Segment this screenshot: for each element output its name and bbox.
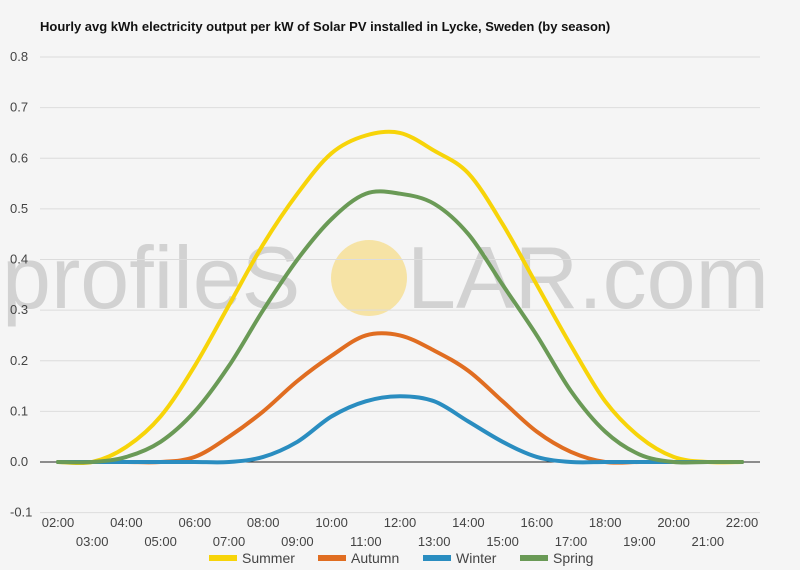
x-tick-label: 08:00 (247, 515, 280, 530)
x-axis-ticks: 02:0003:0004:0005:0006:0007:0008:0009:00… (42, 515, 759, 549)
legend-swatch-winter (423, 555, 451, 561)
y-tick-label: 0.6 (10, 150, 28, 165)
watermark-sun-icon (331, 240, 407, 316)
x-tick-label: 21:00 (692, 534, 725, 549)
x-tick-label: 22:00 (726, 515, 759, 530)
y-tick-label: 0.7 (10, 100, 28, 115)
x-tick-label: 12:00 (384, 515, 417, 530)
legend-label-summer: Summer (242, 550, 295, 566)
series-line-summer (56, 129, 744, 466)
x-tick-label: 02:00 (42, 515, 75, 530)
series-line-winter (56, 394, 744, 465)
legend-swatch-summer (209, 555, 237, 561)
y-axis-ticks: 0.8 0.7 0.6 0.5 0.4 0.3 0.2 0.1 0.0 -0.1 (10, 49, 32, 520)
x-tick-label: 14:00 (452, 515, 485, 530)
chart-title: Hourly avg kWh electricity output per kW… (40, 19, 611, 34)
x-tick-label: 19:00 (623, 534, 656, 549)
legend-swatch-spring (520, 555, 548, 561)
y-tick-label: 0.8 (10, 49, 28, 64)
legend: Summer Autumn Winter Spring (209, 550, 593, 566)
series-lines (56, 129, 744, 466)
x-tick-label: 18:00 (589, 515, 622, 530)
watermark: profileS LAR.com (2, 228, 769, 327)
x-tick-label: 03:00 (76, 534, 109, 549)
y-tick-label: 0.1 (10, 403, 28, 418)
y-tick-label: 0.0 (10, 454, 28, 469)
x-tick-label: 13:00 (418, 534, 451, 549)
x-tick-label: 16:00 (521, 515, 554, 530)
x-tick-label: 05:00 (144, 534, 177, 549)
y-tick-label: 0.3 (10, 302, 28, 317)
x-tick-label: 06:00 (179, 515, 212, 530)
x-tick-label: 17:00 (555, 534, 588, 549)
x-tick-label: 10:00 (315, 515, 348, 530)
y-tick-label: 0.5 (10, 201, 28, 216)
y-tick-label: 0.2 (10, 353, 28, 368)
x-tick-label: 07:00 (213, 534, 246, 549)
y-tick-label: -0.1 (10, 505, 32, 520)
x-tick-label: 20:00 (657, 515, 690, 530)
x-tick-label: 11:00 (350, 534, 382, 549)
x-tick-label: 09:00 (281, 534, 314, 549)
legend-swatch-autumn (318, 555, 346, 561)
x-tick-label: 04:00 (110, 515, 143, 530)
x-tick-label: 15:00 (486, 534, 519, 549)
legend-label-spring: Spring (553, 550, 593, 566)
legend-label-winter: Winter (456, 550, 497, 566)
watermark-text-left: profileS (2, 228, 300, 327)
legend-label-autumn: Autumn (351, 550, 399, 566)
y-tick-label: 0.4 (10, 252, 28, 267)
watermark-text-right: LAR.com (407, 228, 769, 327)
series-line-spring (56, 189, 744, 465)
